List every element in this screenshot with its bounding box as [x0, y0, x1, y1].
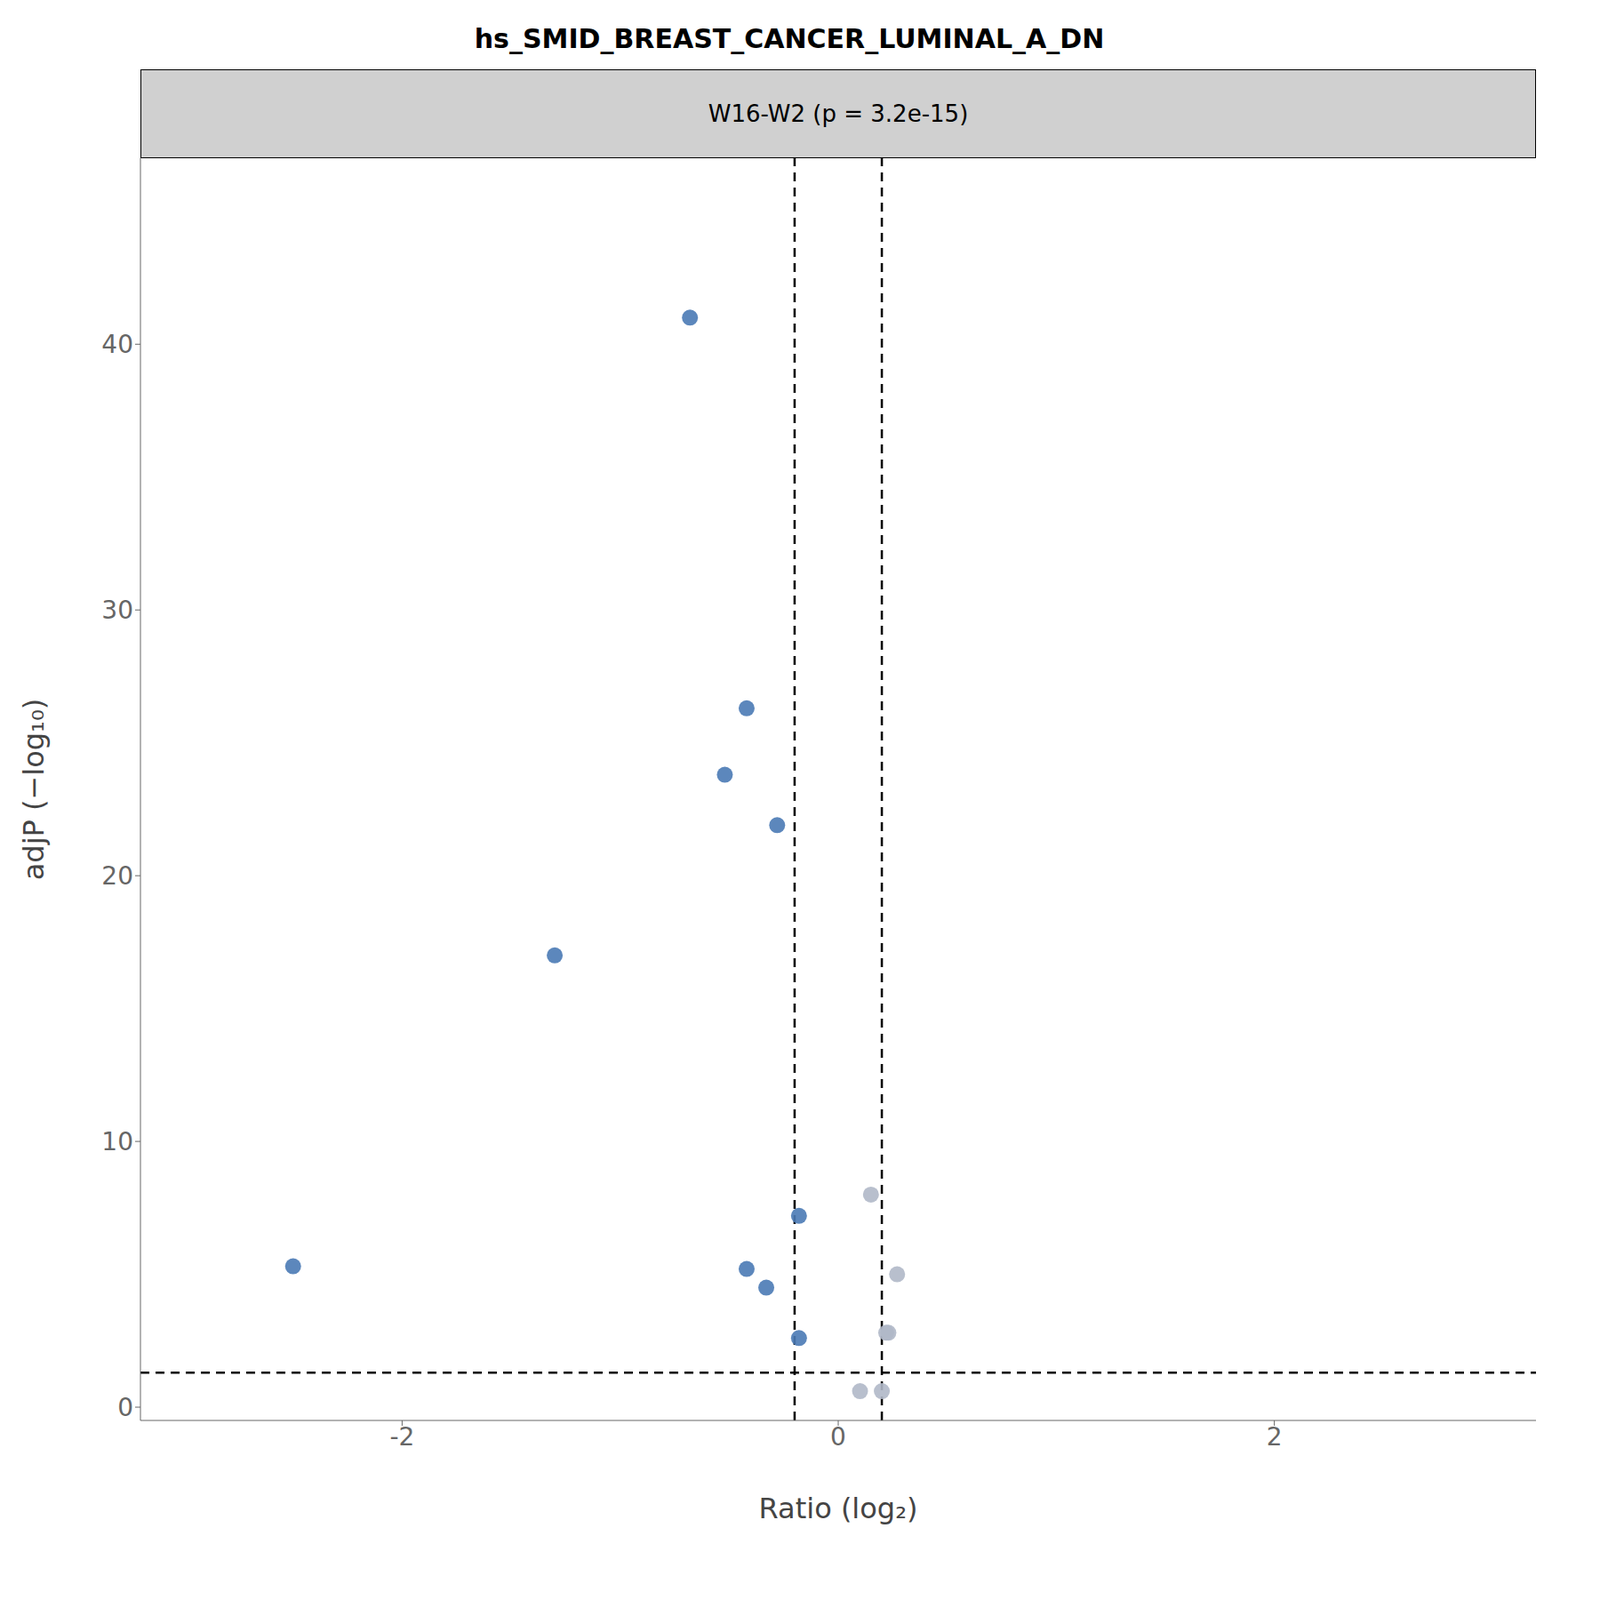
svg-text:20: 20	[101, 861, 134, 891]
svg-text:-2: -2	[389, 1422, 415, 1452]
svg-text:10: 10	[101, 1127, 134, 1157]
svg-text:0: 0	[830, 1422, 847, 1452]
html-text:W16-W2 (p = 3.2e-15): W16-W2 (p = 3.2e-15)	[708, 100, 969, 128]
svg-text:30: 30	[101, 595, 134, 625]
svg-text:Ratio (log₂): Ratio (log₂)	[759, 1491, 919, 1526]
svg-text:adjP (−log₁₀): adjP (−log₁₀)	[16, 698, 51, 881]
svg-text:40: 40	[101, 329, 134, 360]
html-text:hs_SMID_BREAST_CANCER_LUMINAL_: hs_SMID_BREAST_CANCER_LUMINAL_A_DN	[474, 22, 1105, 54]
svg-text:2: 2	[1266, 1422, 1283, 1452]
svg-text:0: 0	[117, 1392, 134, 1423]
